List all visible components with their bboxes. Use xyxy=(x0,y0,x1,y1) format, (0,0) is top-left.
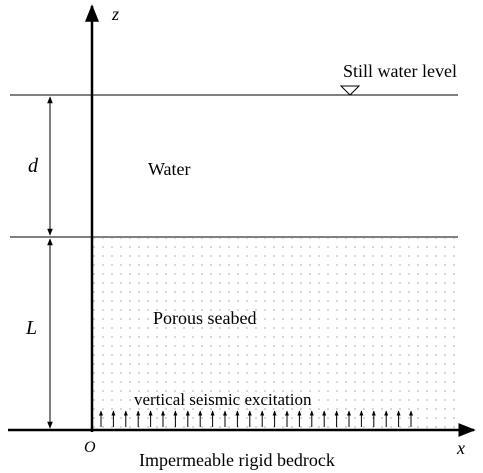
excitation-label: vertical seismic excitation xyxy=(134,390,312,409)
origin-label: O xyxy=(84,439,96,456)
excitation-arrows xyxy=(99,410,413,427)
z-label: z xyxy=(111,4,119,24)
seabed-label: Porous seabed xyxy=(153,308,256,328)
bedrock-label: Impermeable rigid bedrock xyxy=(139,450,335,470)
x-label: x xyxy=(456,438,465,458)
water-level-symbol xyxy=(339,85,361,96)
still-water-label: Still water level xyxy=(343,61,457,81)
water-label: Water xyxy=(148,159,191,179)
d-label: d xyxy=(28,155,39,177)
seabed-region xyxy=(93,238,455,429)
l-label: L xyxy=(25,317,37,339)
